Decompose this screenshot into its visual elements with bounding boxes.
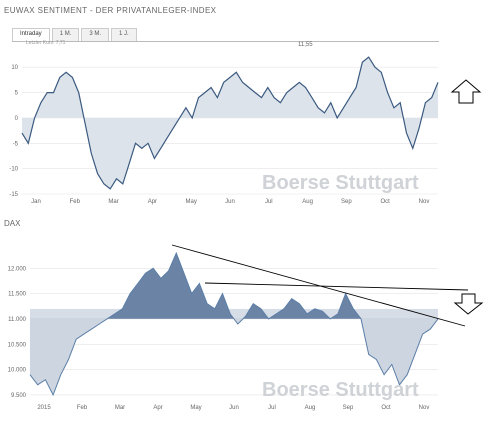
sentiment-x-tick-label: Jul: [265, 199, 273, 205]
sentiment-y-tick-label: -10: [9, 167, 18, 173]
sentiment-x-tick-label: Sep: [341, 199, 352, 205]
dax-x-tick-label: Nov: [419, 405, 430, 411]
sentiment-title: EUWAX SENTIMENT - DER PRIVATANLEGER-INDE…: [4, 6, 217, 15]
dax-x-tick-label: Feb: [77, 405, 88, 411]
dax-x-tick-label: Mar: [115, 405, 125, 411]
dax-x-tick-label: 2015: [37, 405, 51, 411]
peak-label: 11,55: [298, 42, 313, 48]
sentiment-line: [21, 56, 439, 190]
dax-y-tick-label: 11.000: [8, 317, 27, 323]
dax-x-tick-label: Apr: [153, 405, 162, 411]
sentiment-x-tick-label: Mar: [108, 199, 118, 205]
dax-x-tick-label: Aug: [305, 405, 316, 411]
dax-area-below-baseline: [30, 318, 438, 395]
sentiment-x-ticks: Jan Feb Mar Apr May Jun Jul Aug Sep Oct Nov: [31, 199, 429, 205]
falling-trendline: [171, 244, 466, 327]
dax-title: DAX: [4, 219, 21, 228]
sentiment-y-tick-label: 0: [15, 116, 19, 122]
arrow-up-icon: [450, 79, 482, 104]
last-value-label: Letzter Kurs: 7,71: [26, 40, 66, 46]
dax-chart: 12.000 11.500 11.000 10.500 10.000 9.500 2015…: [8, 244, 469, 411]
sentiment-y-tick-label: 10: [11, 65, 18, 71]
sentiment-x-tick-label: Aug: [302, 199, 313, 205]
arrow-down-icon: [453, 293, 484, 315]
dax-watermark: Boerse Stuttgart: [262, 379, 419, 401]
sentiment-x-tick-label: Oct: [381, 199, 391, 205]
dax-y-tick-label: 11.500: [8, 292, 27, 298]
sentiment-chart: 10 5 0 -5 -10 -15 Jan Feb Mar Apr May Jun Jul Aug Sep…: [9, 42, 439, 205]
tab-1-year[interactable]: 1 J.: [111, 28, 137, 41]
dax-x-tick-label: Sep: [343, 405, 354, 411]
dax-x-ticks: 2015 Feb Mar Apr May Jun Jul Aug Sep Oct Nov: [37, 405, 429, 411]
dax-baseline-band: [30, 308, 438, 319]
dax-y-ticks: 12.000 11.500 11.000 10.500 10.000 9.500: [8, 266, 27, 399]
dax-x-tick-label: May: [190, 405, 201, 411]
dax-line: [29, 251, 439, 397]
dax-x-tick-label: Oct: [381, 405, 391, 411]
sentiment-area-fill: [22, 57, 438, 189]
tab-3-months[interactable]: 3 M.: [81, 28, 110, 41]
sentiment-x-tick-label: May: [186, 199, 197, 205]
sentiment-x-tick-label: Nov: [419, 199, 430, 205]
dax-x-tick-label: Jun: [229, 405, 239, 411]
dax-y-tick-label: 10.500: [8, 342, 27, 348]
sentiment-x-tick-label: Jun: [225, 199, 235, 205]
resistance-line: [204, 282, 469, 291]
dax-y-tick-label: 9.500: [11, 393, 27, 399]
sentiment-x-tick-label: Jan: [31, 199, 41, 205]
range-tabs: Intraday 1 M. 3 M. 1 J.: [12, 28, 439, 42]
tab-intraday[interactable]: Intraday: [12, 28, 50, 41]
dax-area-above-baseline: [30, 253, 438, 319]
dax-x-tick-label: Jul: [268, 405, 276, 411]
sentiment-watermark: Boerse Stuttgart: [262, 172, 419, 194]
sentiment-y-ticks: 10 5 0 -5 -10 -15: [9, 65, 18, 198]
sentiment-y-tick-label: -15: [9, 192, 18, 198]
sentiment-y-tick-label: 5: [15, 91, 19, 97]
sentiment-x-tick-label: Apr: [148, 199, 157, 205]
sentiment-x-tick-label: Feb: [70, 199, 81, 205]
tab-1-month[interactable]: 1 M.: [51, 28, 80, 41]
dax-y-tick-label: 12.000: [8, 266, 27, 272]
sentiment-y-tick-label: -5: [13, 141, 19, 147]
dax-y-tick-label: 10.000: [8, 368, 27, 374]
